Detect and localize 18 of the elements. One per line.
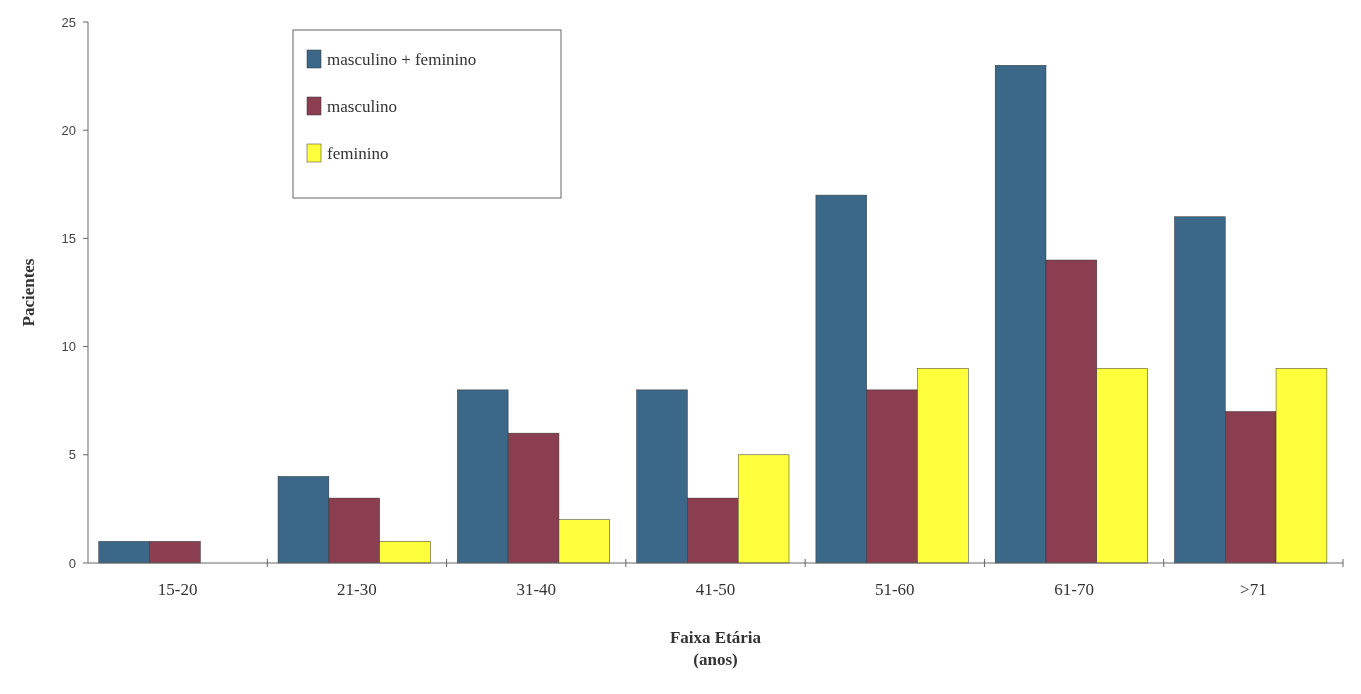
y-tick-label: 15 <box>61 230 76 246</box>
y-tick-label: 5 <box>68 447 76 463</box>
legend-label: feminino <box>327 143 389 163</box>
x-tick-label: 15-20 <box>157 580 198 599</box>
y-tick-label: 20 <box>61 122 76 138</box>
x-tick-label: 51-60 <box>874 580 915 599</box>
legend-label: masculino <box>327 96 397 116</box>
x-tick-label: 61-70 <box>1054 580 1094 599</box>
x-tick-label: 41-50 <box>695 580 736 599</box>
x-tick-label: >71 <box>1240 580 1267 599</box>
x-tick-label: 31-40 <box>516 580 557 599</box>
y-axis-title: Pacientes <box>19 258 38 327</box>
x-tick-label: 21-30 <box>337 580 377 599</box>
legend-label: masculino + feminino <box>327 49 477 69</box>
y-tick-label: 0 <box>68 555 76 571</box>
x-axis-title: Faixa Etária (anos) <box>669 628 762 669</box>
y-tick-label: 25 <box>61 14 76 30</box>
y-tick-label: 10 <box>61 339 76 355</box>
